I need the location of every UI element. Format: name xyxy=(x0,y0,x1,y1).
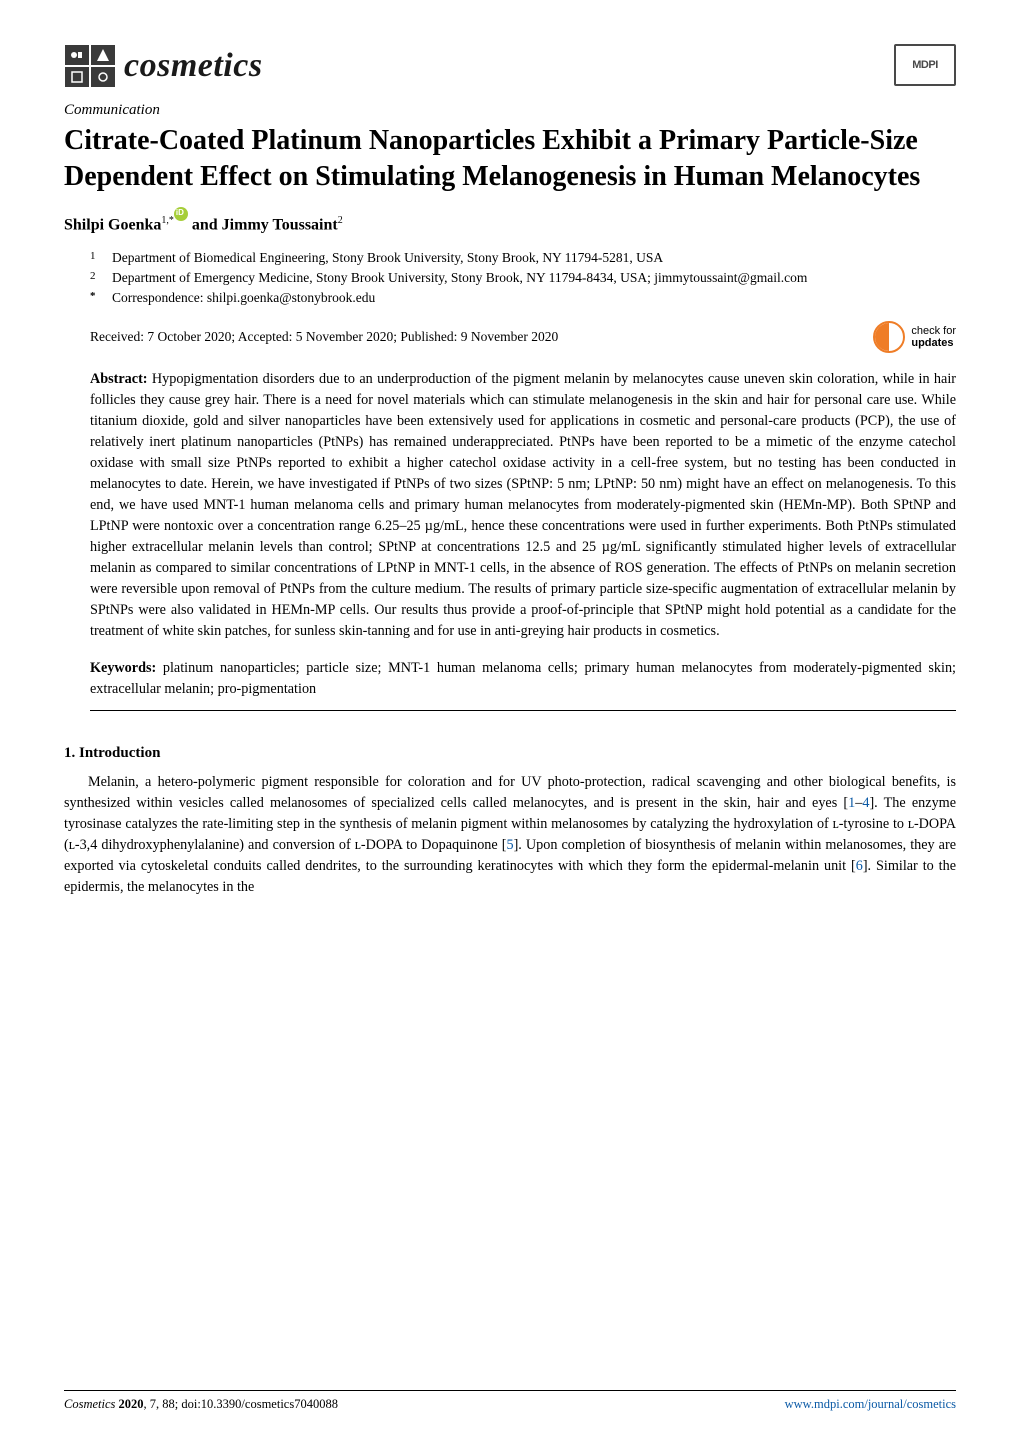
intro-paragraph: Melanin, a hetero-polymeric pigment resp… xyxy=(64,772,956,898)
footer-journal-italic: Cosmetics xyxy=(64,1397,119,1411)
affiliation-1-marker: 1 xyxy=(90,248,102,268)
affiliation-2: 2 Department of Emergency Medicine, Ston… xyxy=(90,268,956,288)
publisher-logo: MDPI xyxy=(894,44,956,86)
correspondence: * Correspondence: shilpi.goenka@stonybro… xyxy=(90,288,956,308)
keywords: Keywords: platinum nanoparticles; partic… xyxy=(90,658,956,700)
dates-row: Received: 7 October 2020; Accepted: 5 No… xyxy=(90,321,956,353)
journal-name: cosmetics xyxy=(124,47,263,85)
dopa-3: -DOPA to Dopaquinone [ xyxy=(361,837,507,853)
footer-citation: Cosmetics 2020, 7, 88; doi:10.3390/cosme… xyxy=(64,1397,338,1412)
affiliations: 1 Department of Biomedical Engineering, … xyxy=(90,248,956,309)
affiliation-2-marker: 2 xyxy=(90,268,102,288)
author-1-name: Shilpi Goenka xyxy=(64,216,161,233)
keywords-text: platinum nanoparticles; particle size; M… xyxy=(90,660,956,697)
updates-circle-icon xyxy=(873,321,905,353)
page-footer: Cosmetics 2020, 7, 88; doi:10.3390/cosme… xyxy=(64,1390,956,1412)
abstract-label: Abstract: xyxy=(90,371,148,387)
dopa-2: -3,4 dihydroxyphenylalanine) and convers… xyxy=(75,837,355,853)
updates-line2: updates xyxy=(911,337,956,349)
journal-logo: cosmetics xyxy=(64,44,263,88)
author-1-markers: 1,* xyxy=(161,215,174,226)
tyrosine: -tyrosine to xyxy=(839,816,908,832)
author-2-markers: 2 xyxy=(338,215,343,226)
ref-5[interactable]: 5 xyxy=(506,837,513,853)
footer-journal-link[interactable]: www.mdpi.com/journal/cosmetics xyxy=(785,1397,956,1412)
header-row: cosmetics MDPI xyxy=(64,44,956,88)
affiliation-2-text: Department of Emergency Medicine, Stony … xyxy=(112,268,807,288)
keywords-label: Keywords: xyxy=(90,660,156,676)
authors-joiner: and xyxy=(192,216,222,233)
abstract: Abstract: Hypopigmentation disorders due… xyxy=(90,369,956,642)
separator-rule xyxy=(90,710,956,711)
dates-text: Received: 7 October 2020; Accepted: 5 No… xyxy=(90,329,558,345)
affiliation-1-text: Department of Biomedical Engineering, St… xyxy=(112,248,663,268)
check-for-updates-badge[interactable]: check for updates xyxy=(873,321,956,353)
ref-6[interactable]: 6 xyxy=(856,858,863,874)
publisher-abbrev: MDPI xyxy=(912,59,938,71)
footer-year: 2020 xyxy=(119,1397,144,1411)
abstract-text: Hypopigmentation disorders due to an und… xyxy=(90,371,956,639)
article-title: Citrate-Coated Platinum Nanoparticles Ex… xyxy=(64,123,956,195)
updates-line1: check for xyxy=(911,325,956,337)
footer-rest: , 7, 88; doi:10.3390/cosmetics7040088 xyxy=(144,1397,338,1411)
correspondence-marker: * xyxy=(90,288,102,308)
orcid-icon[interactable] xyxy=(174,207,188,221)
journal-logo-mark xyxy=(64,44,116,88)
intro-seg-1: Melanin, a hetero-polymeric pigment resp… xyxy=(64,774,956,811)
author-2-name: Jimmy Toussaint xyxy=(222,216,338,233)
updates-text: check for updates xyxy=(911,325,956,349)
affiliation-1: 1 Department of Biomedical Engineering, … xyxy=(90,248,956,268)
correspondence-text: Correspondence: shilpi.goenka@stonybrook… xyxy=(112,288,375,308)
section-1-heading: 1. Introduction xyxy=(64,745,956,762)
article-type: Communication xyxy=(64,102,956,119)
authors-line: Shilpi Goenka1,* and Jimmy Toussaint2 xyxy=(64,209,956,234)
